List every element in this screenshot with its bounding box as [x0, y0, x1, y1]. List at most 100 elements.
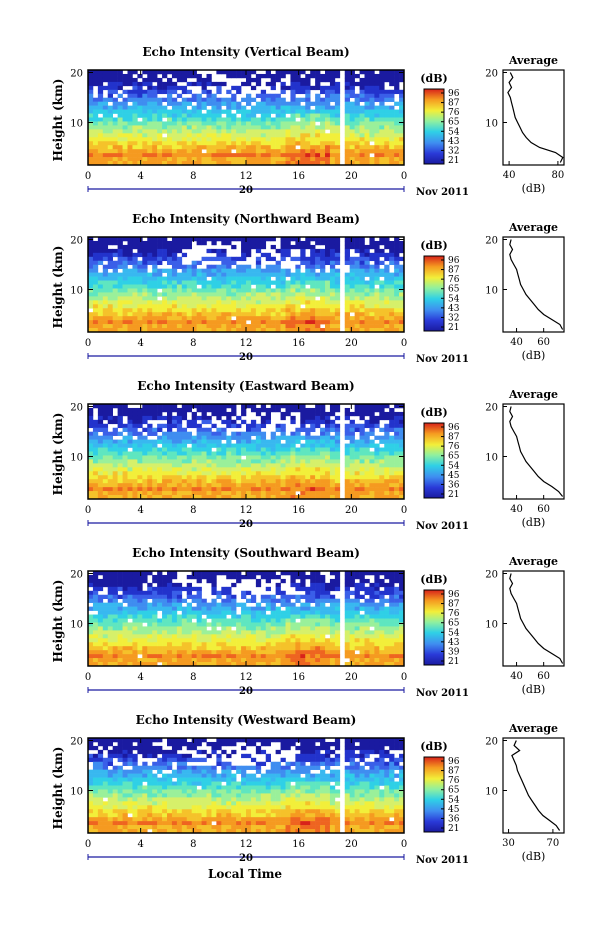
heatmap-cell: [152, 626, 158, 631]
heatmap-cell: [171, 491, 178, 496]
heatmap-cell: [201, 85, 207, 91]
heatmap-cell: [280, 491, 286, 496]
heatmap-cell: [315, 407, 321, 413]
heatmap-cell: [216, 443, 222, 448]
heatmap-cell: [171, 475, 178, 480]
heatmap-cell: [285, 280, 291, 285]
x-tick-label: 16: [292, 338, 305, 349]
heatmap-cell: [374, 268, 380, 273]
heatmap-cell: [389, 451, 395, 456]
heatmap-cell: [270, 149, 276, 154]
heatmap-cell: [374, 292, 380, 297]
heatmap-cell: [359, 312, 365, 317]
heatmap-cell: [231, 459, 237, 464]
heatmap-cell: [280, 411, 286, 417]
heatmap-cell: [260, 237, 267, 242]
heatmap-cell: [221, 324, 227, 329]
heatmap-cell: [290, 415, 296, 421]
heatmap-cell: [196, 404, 202, 409]
heatmap-cell: [265, 300, 271, 305]
heatmap-cell: [112, 300, 118, 305]
heatmap-cell: [265, 459, 271, 464]
heatmap-cell: [236, 109, 242, 114]
heatmap-cell: [186, 582, 192, 588]
heatmap-cell: [176, 590, 183, 596]
heatmap-cell: [132, 256, 138, 262]
heatmap-cell: [280, 73, 286, 79]
heatmap-cell: [137, 157, 143, 162]
heatmap-cell: [265, 443, 271, 448]
heatmap-cell: [394, 101, 400, 106]
heatmap-cell: [132, 431, 138, 436]
heatmap-cell: [270, 487, 276, 492]
heatmap-cell: [344, 81, 350, 87]
heatmap-cell: [176, 77, 183, 83]
heatmap-cell: [97, 324, 104, 329]
heatmap-cell: [142, 602, 148, 607]
heatmap-cell: [354, 133, 360, 138]
heatmap-cell: [359, 280, 365, 285]
heatmap-cell: [334, 463, 341, 468]
heatmap-cell: [122, 427, 128, 433]
heatmap-cell: [394, 475, 400, 480]
heatmap-cell: [275, 495, 281, 500]
heatmap-cell: [246, 328, 252, 333]
heatmap-cell: [384, 272, 390, 277]
heatmap-cell: [334, 495, 341, 500]
heatmap-cell: [152, 487, 158, 492]
heatmap-cell: [334, 105, 341, 110]
heatmap-cell: [191, 662, 197, 667]
heatmap-cell: [132, 93, 138, 99]
heatmap-cell: [349, 133, 355, 138]
heatmap-cell: [260, 316, 267, 321]
heatmap-cell: [354, 129, 360, 134]
heatmap-cell: [147, 614, 153, 619]
heatmap-cell: [181, 97, 188, 102]
heatmap-cell: [369, 109, 375, 114]
heatmap-cell: [310, 475, 316, 480]
heatmap-cell: [186, 280, 192, 285]
heatmap-cell: [152, 455, 158, 460]
heatmap-cell: [241, 121, 247, 126]
heatmap-cell: [329, 328, 336, 333]
heatmap-cell: [167, 642, 173, 647]
heatmap-cell: [117, 586, 123, 592]
heatmap-cell: [300, 455, 306, 460]
heatmap-cell: [334, 324, 341, 329]
heatmap-cell: [364, 101, 370, 106]
heatmap-cell: [127, 483, 133, 488]
heatmap-cell: [176, 431, 183, 436]
heatmap-cell: [176, 411, 183, 417]
heatmap-cell: [221, 133, 227, 138]
heatmap-cell: [255, 578, 262, 584]
heatmap-cell: [295, 240, 301, 246]
heatmap-cell: [147, 618, 153, 623]
heatmap-cell: [117, 626, 123, 631]
heatmap-cell: [399, 431, 405, 436]
heatmap-cell: [181, 316, 188, 321]
heatmap-cell: [329, 475, 336, 480]
heatmap-cell: [255, 288, 262, 293]
heatmap-cell: [354, 447, 360, 452]
heatmap-cell: [379, 137, 385, 142]
heatmap-cell: [364, 117, 370, 122]
heatmap-cell: [171, 614, 178, 619]
heatmap-cell: [216, 602, 222, 607]
heatmap-cell: [354, 451, 360, 456]
heatmap-cell: [275, 292, 281, 297]
heatmap-cell: [206, 571, 212, 576]
heatmap-cell: [196, 109, 202, 114]
heatmap-cell: [344, 447, 350, 452]
heatmap-cell: [102, 471, 109, 476]
heatmap-cell: [246, 70, 252, 75]
heatmap-cell: [364, 89, 370, 95]
heatmap-cell: [157, 654, 163, 659]
heatmap-cell: [127, 280, 133, 285]
heatmap-cell: [334, 153, 341, 158]
heatmap-cell: [320, 117, 326, 122]
heatmap-cell: [329, 81, 336, 87]
heatmap-cell: [255, 93, 262, 99]
heatmap-cell: [102, 610, 109, 615]
heatmap-cell: [196, 292, 202, 297]
heatmap-cell: [349, 260, 355, 266]
